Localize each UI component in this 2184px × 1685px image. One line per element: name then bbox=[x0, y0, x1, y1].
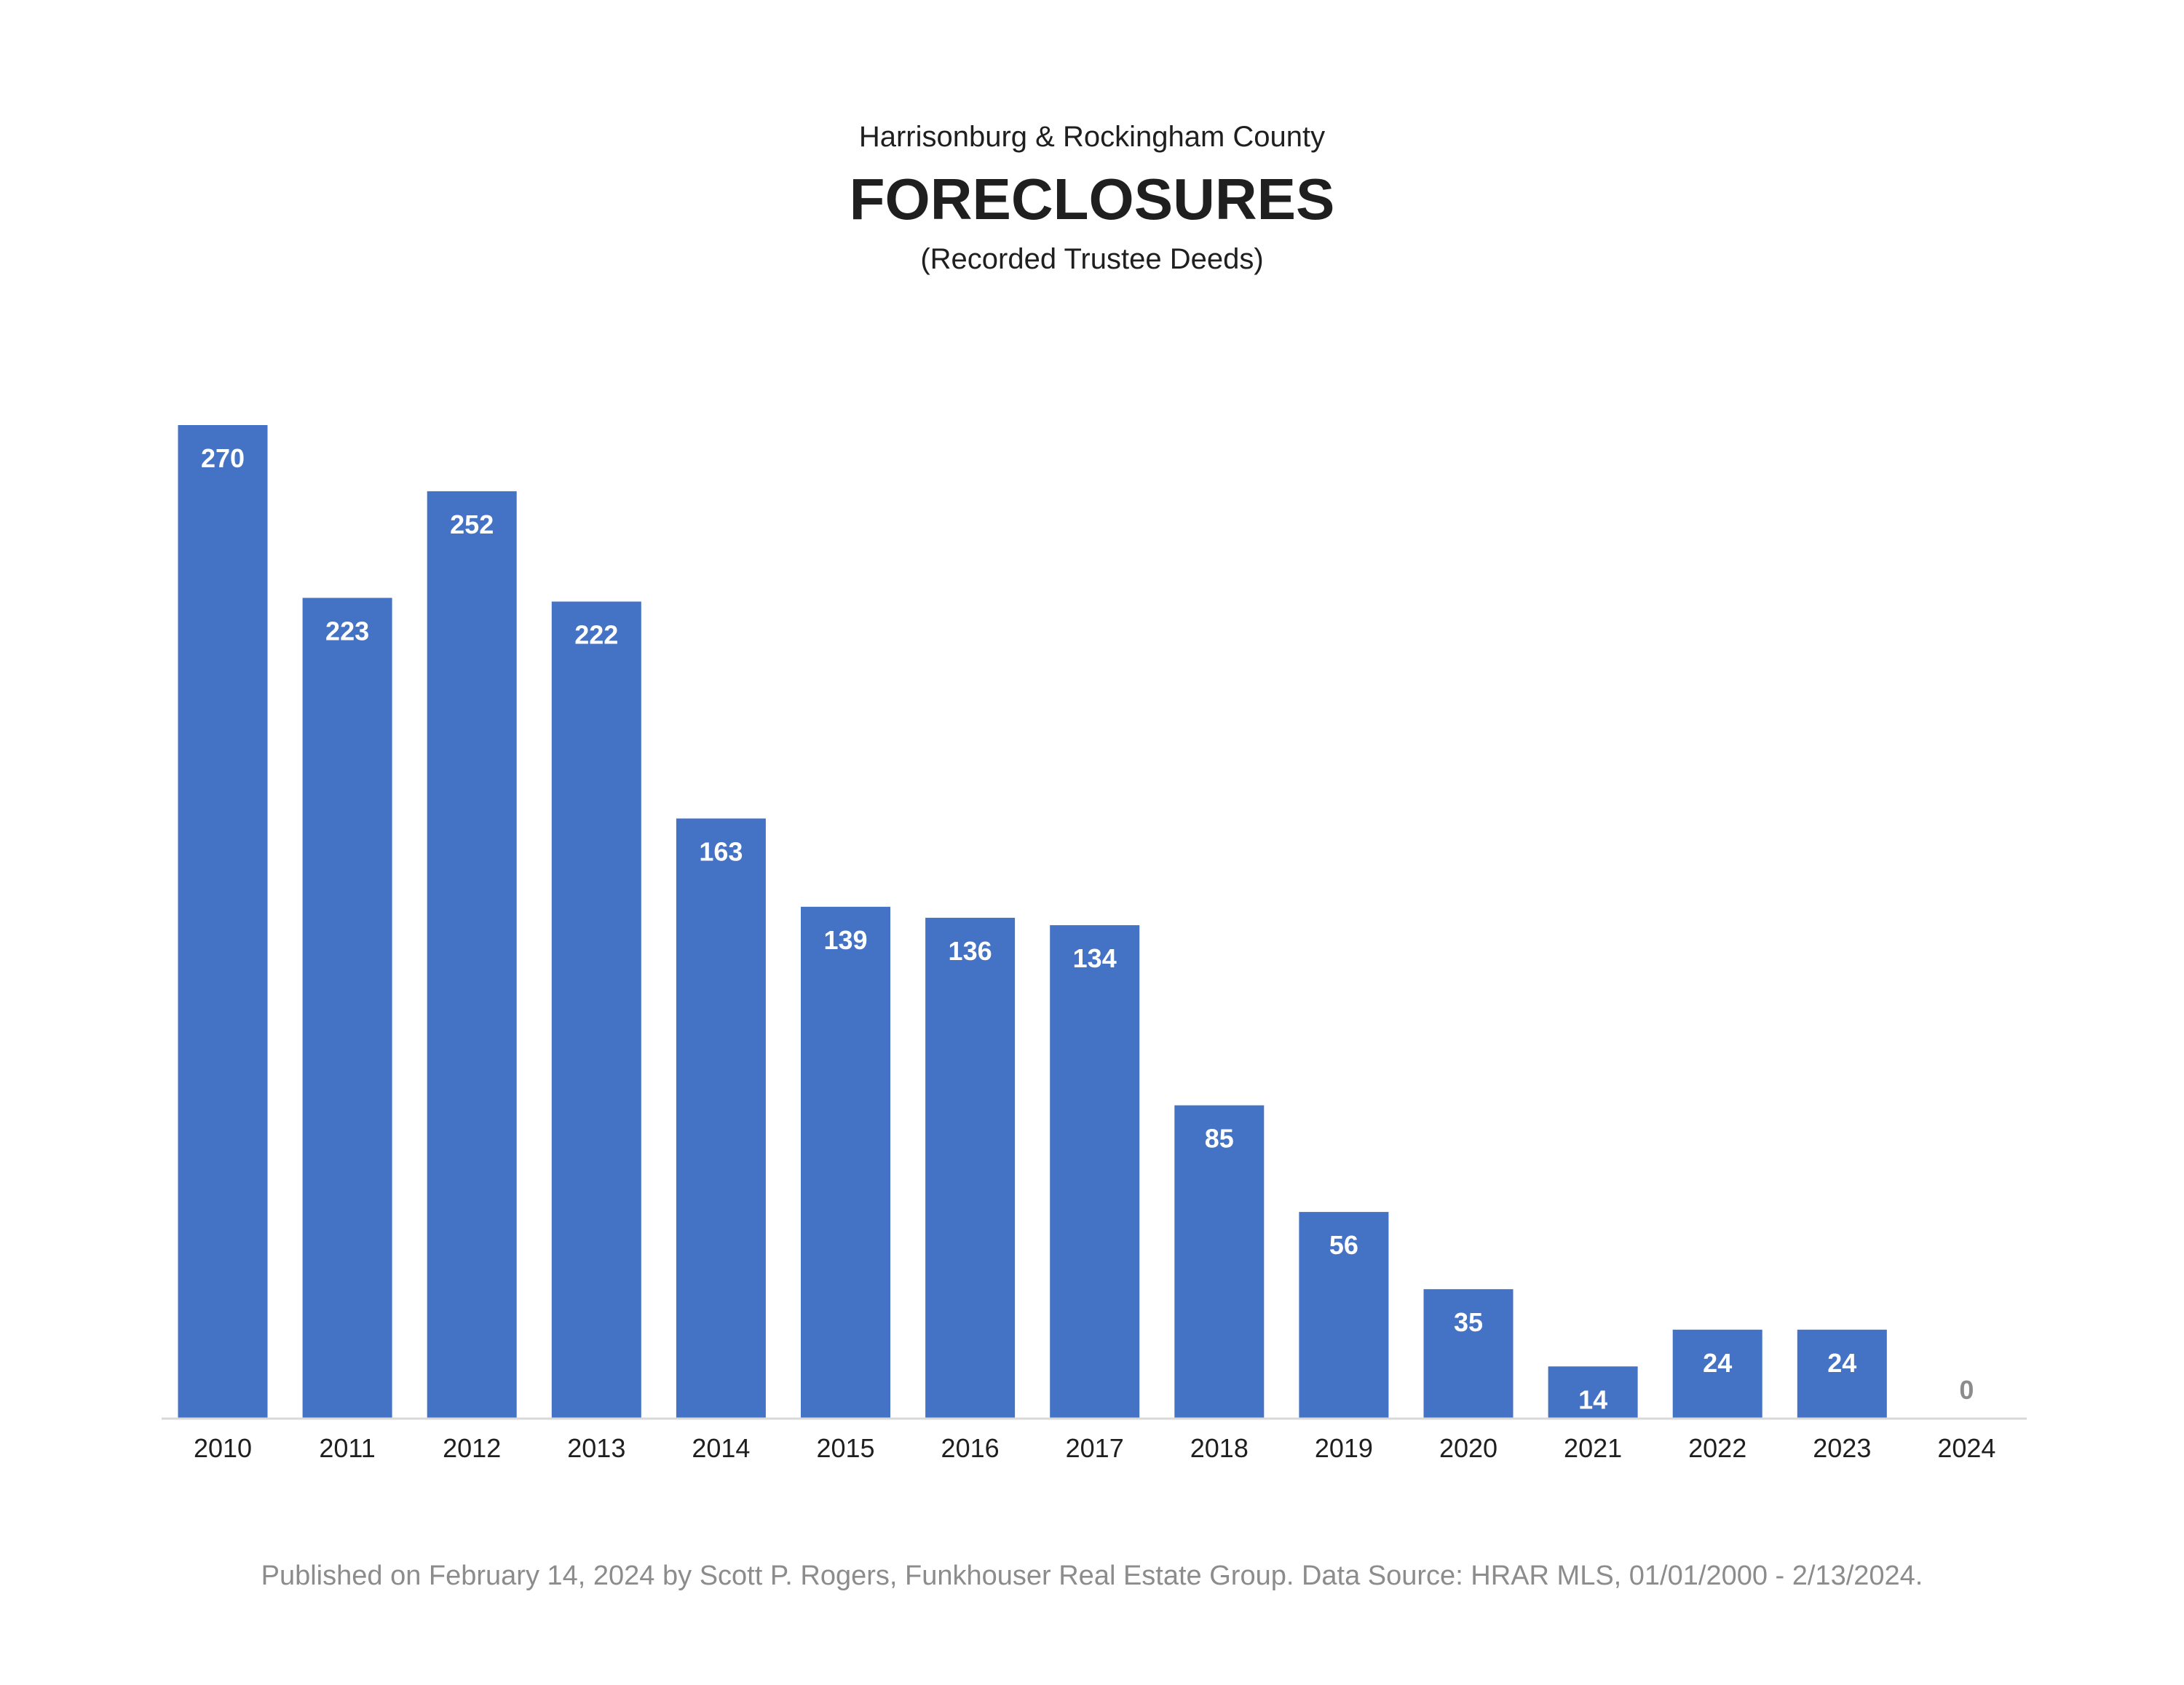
x-tick-label-2021: 2021 bbox=[1564, 1433, 1622, 1463]
x-tick-label-2016: 2016 bbox=[941, 1433, 1000, 1463]
data-label-2013: 222 bbox=[574, 620, 618, 650]
bar-2021 bbox=[1548, 1366, 1638, 1418]
x-tick-label-2018: 2018 bbox=[1190, 1433, 1249, 1463]
data-label-2024: 0 bbox=[1959, 1375, 1974, 1405]
x-tick-label-2013: 2013 bbox=[567, 1433, 625, 1463]
x-tick-label-2019: 2019 bbox=[1315, 1433, 1373, 1463]
x-tick-label-2022: 2022 bbox=[1688, 1433, 1746, 1463]
chart-subtitle-bottom: (Recorded Trustee Deeds) bbox=[920, 243, 1264, 275]
data-label-2012: 252 bbox=[450, 510, 494, 539]
data-label-2011: 223 bbox=[325, 616, 369, 646]
x-tick-label-2014: 2014 bbox=[692, 1433, 750, 1463]
data-label-2018: 85 bbox=[1205, 1124, 1234, 1154]
x-tick-label-2011: 2011 bbox=[319, 1433, 375, 1463]
bar-2018 bbox=[1174, 1105, 1265, 1418]
chart-header: Harrisonburg & Rockingham County FORECLO… bbox=[0, 116, 2184, 279]
x-tick-label-2024: 2024 bbox=[1937, 1433, 1995, 1463]
data-label-2014: 163 bbox=[699, 837, 743, 867]
bar-2016 bbox=[925, 917, 1016, 1418]
bar-2010 bbox=[178, 425, 268, 1418]
footer-note: Published on February 14, 2024 by Scott … bbox=[261, 1561, 1923, 1591]
bars-layer bbox=[178, 425, 1887, 1418]
data-label-2019: 56 bbox=[1329, 1230, 1358, 1260]
bar-2023 bbox=[1797, 1329, 1887, 1418]
data-labels-layer: 270 223 252 222 163 139 136 134 85 56 35 14 24 24 0 bbox=[201, 443, 1974, 1414]
bar-2022 bbox=[1672, 1329, 1762, 1418]
bar-2020 bbox=[1423, 1289, 1514, 1418]
chart-title: FORECLOSURES bbox=[849, 167, 1335, 231]
bar-2015 bbox=[801, 906, 890, 1418]
data-label-2023: 24 bbox=[1827, 1348, 1856, 1378]
bar-2019 bbox=[1299, 1212, 1389, 1418]
bar-2014 bbox=[676, 818, 766, 1418]
chart-subtitle-top: Harrisonburg & Rockingham County bbox=[858, 121, 1326, 153]
x-tick-labels-layer: 2010 2011 2012 2013 2014 2015 2016 2017 2018 2019… bbox=[194, 1433, 1995, 1463]
data-label-2016: 136 bbox=[949, 936, 992, 966]
data-label-2017: 134 bbox=[1073, 943, 1117, 973]
x-tick-label-2012: 2012 bbox=[443, 1433, 501, 1463]
x-tick-label-2010: 2010 bbox=[194, 1433, 252, 1463]
x-tick-label-2017: 2017 bbox=[1066, 1433, 1124, 1463]
x-tick-label-2015: 2015 bbox=[816, 1433, 874, 1463]
data-label-2015: 139 bbox=[823, 925, 867, 955]
x-tick-label-2020: 2020 bbox=[1439, 1433, 1497, 1463]
bar-2011 bbox=[302, 598, 392, 1418]
data-label-2022: 24 bbox=[1703, 1348, 1732, 1378]
bar-2017 bbox=[1050, 925, 1140, 1418]
data-label-2021: 14 bbox=[1578, 1384, 1607, 1414]
bar-2012 bbox=[427, 491, 517, 1418]
bar-2013 bbox=[551, 601, 641, 1418]
data-label-2020: 35 bbox=[1454, 1307, 1483, 1337]
x-tick-label-2023: 2023 bbox=[1813, 1433, 1871, 1463]
data-label-2010: 270 bbox=[201, 443, 245, 473]
